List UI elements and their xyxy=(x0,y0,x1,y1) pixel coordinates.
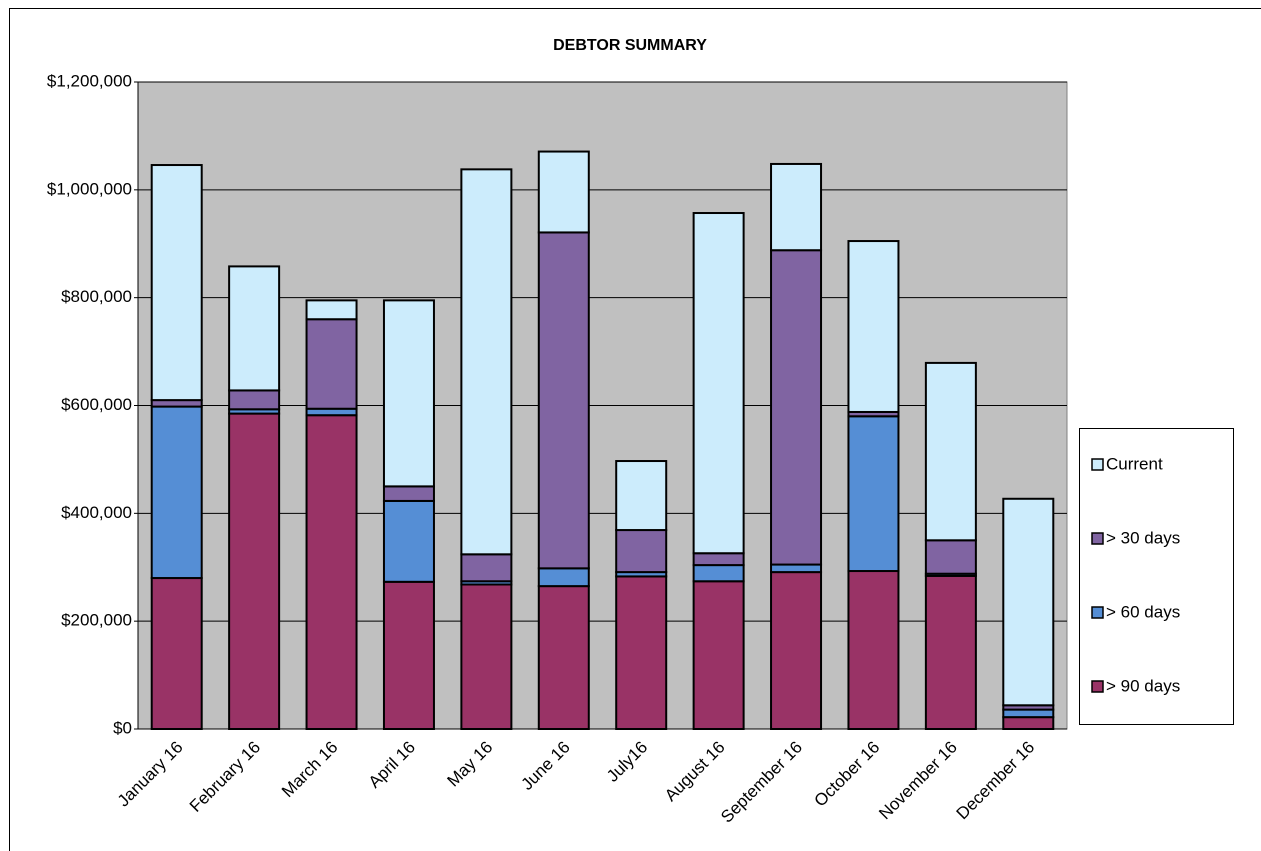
legend-label: > 60 days xyxy=(1106,602,1180,621)
y-tick-label: $1,000,000 xyxy=(47,179,132,198)
y-tick-label: $1,200,000 xyxy=(47,71,132,90)
bar-segment xyxy=(305,318,358,410)
legend-label: > 30 days xyxy=(1106,528,1180,547)
bar-segment xyxy=(770,563,823,574)
legend-swatch xyxy=(1091,606,1104,619)
bar-segment xyxy=(150,577,203,730)
bar-segment xyxy=(537,150,590,234)
bar-segment xyxy=(1002,708,1055,719)
bar-segment xyxy=(847,240,900,413)
bar-segment xyxy=(924,539,977,575)
bar-segment xyxy=(460,583,513,731)
bar-segment xyxy=(150,405,203,580)
bar-segment xyxy=(228,389,281,411)
bar-segment xyxy=(770,249,823,566)
bar-segment xyxy=(924,361,977,542)
bar-segment xyxy=(460,168,513,556)
bar-segment xyxy=(382,499,435,583)
bar-segment xyxy=(615,575,668,730)
legend-swatch xyxy=(1091,458,1104,471)
bar-segment xyxy=(228,412,281,730)
y-tick-label: $400,000 xyxy=(61,503,132,522)
legend-label: Current xyxy=(1106,454,1163,473)
bar-segment xyxy=(150,164,203,402)
bar-segment xyxy=(382,580,435,730)
bar-segment xyxy=(615,529,668,574)
bar-segment xyxy=(692,552,745,567)
bar-segment xyxy=(382,485,435,502)
legend-swatch xyxy=(1091,680,1104,693)
bar-segment xyxy=(382,299,435,488)
legend-swatch xyxy=(1091,532,1104,545)
bar-segment xyxy=(537,585,590,731)
legend-label: > 90 days xyxy=(1106,676,1180,695)
y-tick-label: $0 xyxy=(113,718,132,737)
bar-segment xyxy=(1002,497,1055,707)
bar-segment xyxy=(770,162,823,252)
y-tick-label: $600,000 xyxy=(61,395,132,414)
y-tick-label: $800,000 xyxy=(61,287,132,306)
bar-segment xyxy=(692,212,745,555)
bar-segment xyxy=(537,231,590,570)
bar-segment xyxy=(228,265,281,392)
bar-segment xyxy=(847,415,900,573)
bar-segment xyxy=(692,580,745,730)
bar-segment xyxy=(305,299,358,321)
bar-segment xyxy=(924,574,977,730)
bar-segment xyxy=(305,414,358,730)
bar-segment xyxy=(460,553,513,583)
chart-title: DEBTOR SUMMARY xyxy=(553,37,707,54)
bar-segment xyxy=(1002,716,1055,730)
bar-segment xyxy=(847,570,900,730)
bar-segment xyxy=(692,564,745,583)
y-tick-label: $200,000 xyxy=(61,611,132,630)
bar-segment xyxy=(615,460,668,532)
legend xyxy=(1079,428,1234,725)
bar-segment xyxy=(537,567,590,588)
bar-segment xyxy=(770,571,823,730)
